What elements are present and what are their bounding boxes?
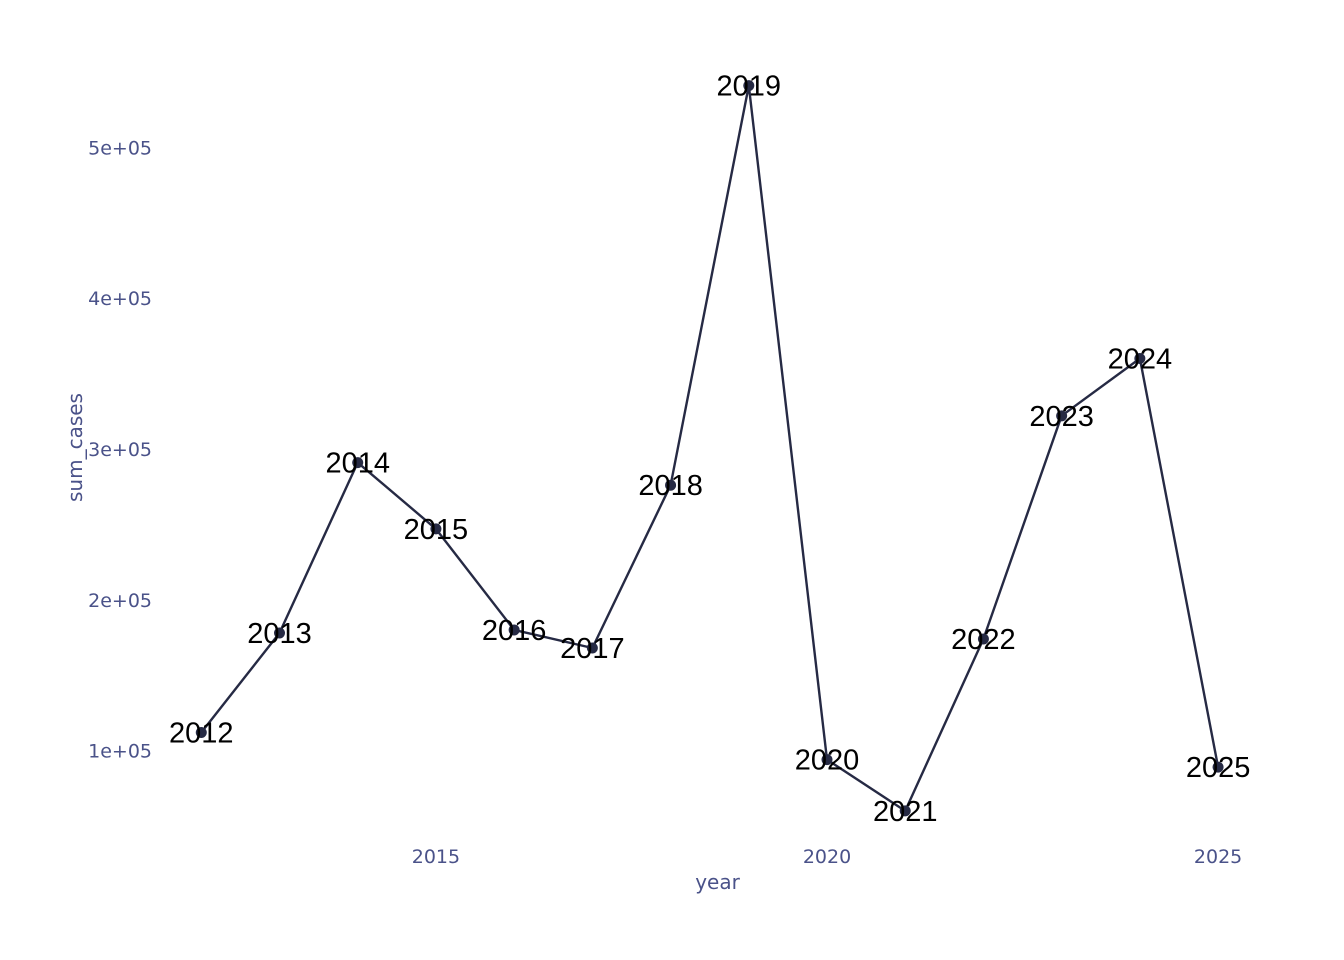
data-label: 2023 xyxy=(1029,401,1094,433)
data-labels: 2012 2013 2014 2015 2016 2017 2018 2019 2020 2021… xyxy=(169,71,1250,828)
y-tick-label: 1e+05 xyxy=(88,741,152,763)
data-point xyxy=(352,457,364,469)
data-label: 2022 xyxy=(951,624,1016,656)
x-axis-title: year xyxy=(695,870,740,894)
y-axis-title: sum_cases xyxy=(63,393,87,502)
data-label: 2016 xyxy=(482,615,547,647)
y-axis-ticks: 1e+05 2e+05 3e+05 4e+05 5e+05 xyxy=(88,137,152,762)
data-point xyxy=(1134,353,1146,365)
data-point xyxy=(977,633,989,645)
data-label: 2025 xyxy=(1186,752,1251,784)
y-tick-label: 5e+05 xyxy=(88,137,152,159)
data-point xyxy=(743,80,755,92)
data-label: 2017 xyxy=(560,633,625,665)
data-label: 2012 xyxy=(169,717,234,749)
x-tick-label: 2020 xyxy=(803,846,851,868)
data-point xyxy=(430,523,442,535)
data-label: 2024 xyxy=(1108,344,1173,376)
y-tick-label: 3e+05 xyxy=(88,439,152,461)
x-tick-label: 2015 xyxy=(412,846,460,868)
data-point xyxy=(1212,761,1224,773)
data-label: 2015 xyxy=(404,514,469,546)
data-points xyxy=(195,80,1224,817)
data-label: 2013 xyxy=(247,618,312,650)
data-label: 2014 xyxy=(325,448,390,480)
y-tick-label: 2e+05 xyxy=(88,590,152,612)
x-tick-label: 2025 xyxy=(1194,846,1242,868)
data-label: 2020 xyxy=(795,745,860,777)
data-point xyxy=(508,624,520,636)
data-point xyxy=(821,754,833,766)
data-label: 2021 xyxy=(873,796,938,828)
series-line xyxy=(200,84,1220,813)
x-axis-ticks: 2015 2020 2025 xyxy=(412,846,1243,868)
data-point xyxy=(899,805,911,817)
data-point xyxy=(1056,410,1068,422)
data-point xyxy=(195,726,207,738)
data-point xyxy=(274,627,285,639)
y-tick-label: 4e+05 xyxy=(88,288,152,310)
data-point xyxy=(665,479,677,491)
data-label: 2019 xyxy=(717,71,782,103)
data-label: 2018 xyxy=(638,470,703,502)
data-point xyxy=(586,642,598,654)
